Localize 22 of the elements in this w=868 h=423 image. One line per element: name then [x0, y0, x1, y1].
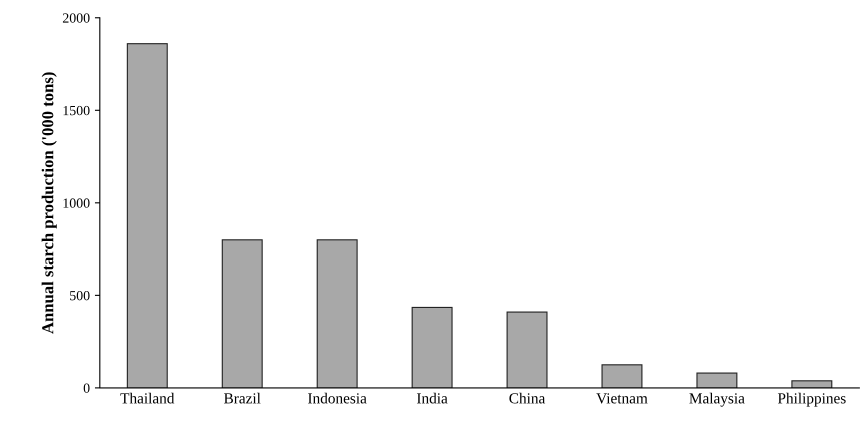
y-axis-title: Annual starch production ('000 tons) — [42, 72, 57, 334]
x-tick-label: India — [416, 392, 448, 404]
y-tick-label: 0 — [84, 383, 90, 393]
bar — [316, 239, 358, 388]
bar — [601, 364, 642, 388]
bar — [126, 43, 168, 388]
bar — [506, 311, 548, 388]
y-tick-label: 500 — [70, 290, 90, 300]
x-tick-label: China — [509, 392, 546, 404]
x-tick-label: Vietnam — [596, 393, 648, 404]
x-tick-label: Thailand — [120, 392, 174, 404]
x-tick-label: Brazil — [224, 392, 261, 404]
x-tick-label: Malaysia — [689, 392, 745, 407]
bar — [222, 239, 263, 388]
y-tick-label: 1000 — [64, 198, 90, 208]
bar — [791, 380, 832, 388]
x-tick-label: Indonesia — [308, 392, 367, 404]
bar — [696, 372, 738, 388]
bar — [412, 306, 453, 388]
y-tick-label: 2000 — [62, 13, 90, 23]
x-tick-label: Philippines — [778, 392, 846, 407]
y-tick-label: 1500 — [64, 106, 90, 116]
